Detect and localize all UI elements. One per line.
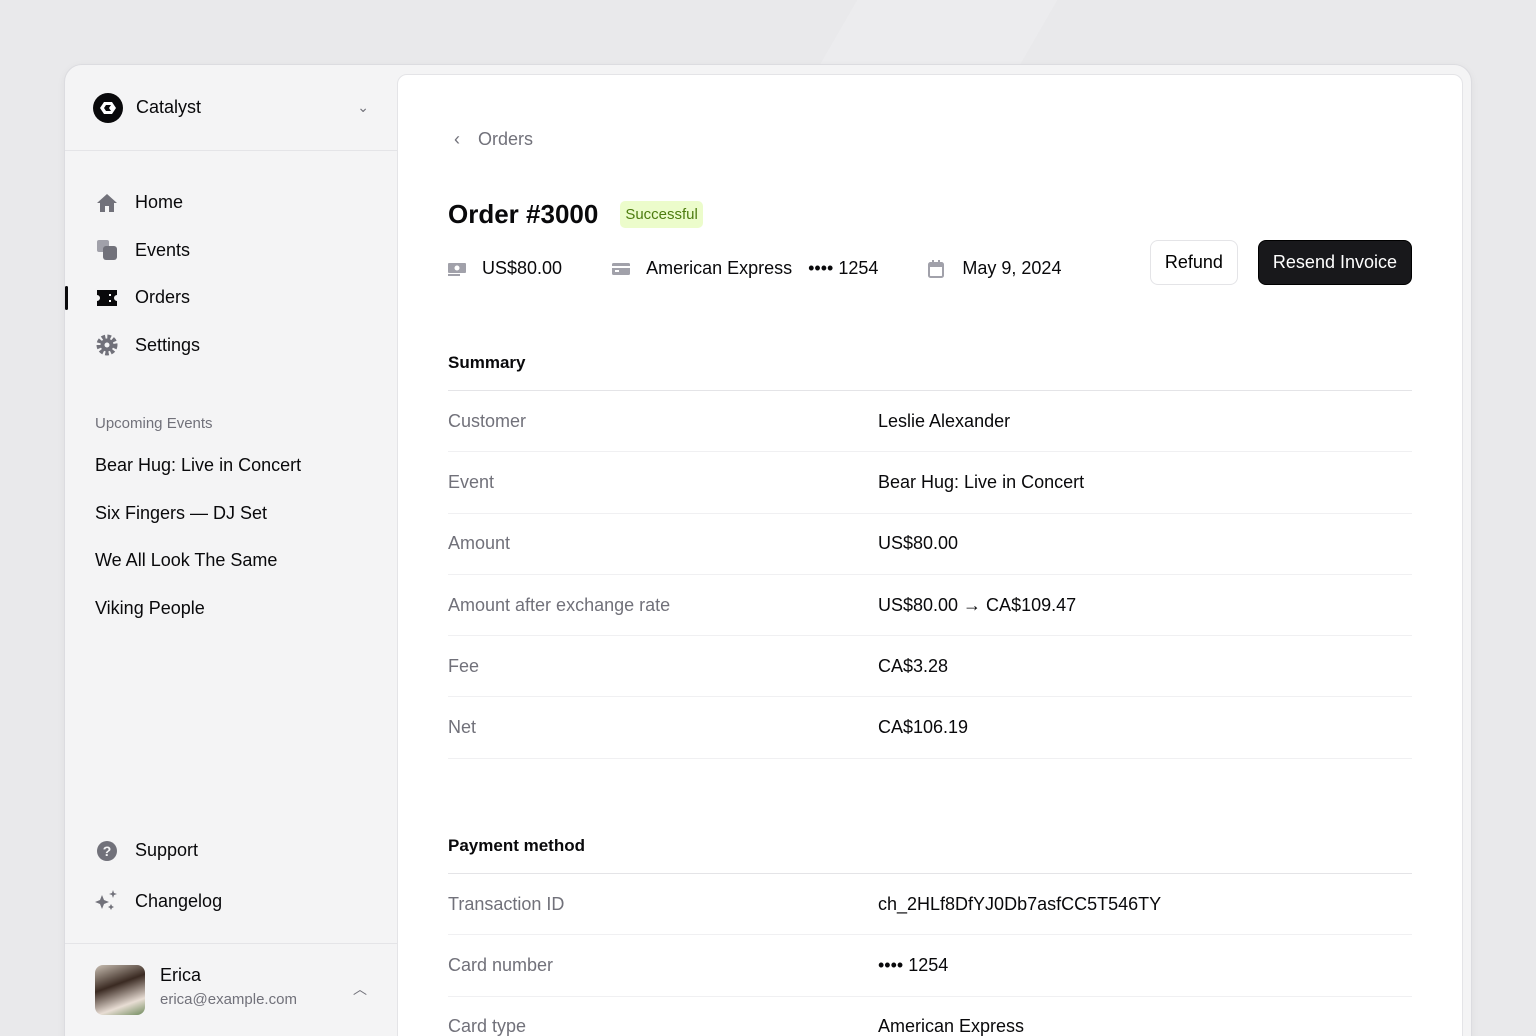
- app-window: Catalyst ⌄ Home Events Orders Settings U…: [64, 64, 1472, 1036]
- detail-value: American Express: [878, 1016, 1025, 1036]
- detail-value: US$80.00: [878, 533, 959, 554]
- catalyst-logo-icon: [93, 92, 123, 123]
- user-menu[interactable]: Erica erica@example.com ︿: [65, 943, 397, 1036]
- breadcrumb-link[interactable]: Orders: [478, 129, 534, 149]
- detail-row: Transaction ID ch_2HLf8DfYJ0Db7asfCC5T546…: [448, 874, 1412, 936]
- refund-button[interactable]: Refund: [1149, 240, 1238, 285]
- detail-label: Amount after exchange rate: [448, 594, 671, 615]
- detail-label: Card number: [448, 954, 554, 975]
- summary-heading: Summary: [448, 353, 1412, 391]
- detail-value: •••• 1254: [878, 954, 949, 975]
- detail-label: Transaction ID: [448, 893, 565, 914]
- detail-value: ch_2HLf8DfYJ0Db7asfCC5T546TY: [878, 893, 1162, 914]
- sidebar-item-label: Support: [135, 840, 199, 861]
- order-date: May 9, 2024: [962, 258, 1062, 278]
- sidebar: Catalyst ⌄ Home Events Orders Settings U…: [65, 65, 397, 1036]
- sparkles-icon: [95, 889, 119, 913]
- detail-value: Bear Hug: Live in Concert: [878, 471, 1085, 492]
- upcoming-event-link[interactable]: Viking People: [95, 597, 205, 618]
- detail-label: Amount: [448, 533, 511, 554]
- sidebar-item-label: Orders: [135, 287, 191, 308]
- team-name: Catalyst: [136, 97, 202, 117]
- ticket-icon: [95, 286, 119, 310]
- breadcrumb[interactable]: ‹ Orders: [454, 129, 533, 150]
- sidebar-item-label: Changelog: [135, 890, 223, 911]
- sidebar-item-changelog[interactable]: Changelog: [65, 878, 397, 926]
- card-brand: American Express: [646, 258, 793, 278]
- detail-row: Customer Leslie Alexander: [448, 391, 1412, 453]
- detail-label: Card type: [448, 1016, 527, 1036]
- detail-label: Customer: [448, 410, 527, 431]
- card-last4: •••• 1254: [808, 258, 879, 278]
- question-icon: ?: [95, 839, 119, 863]
- sidebar-item-label: Home: [135, 192, 184, 213]
- chevron-left-icon: ‹: [454, 129, 460, 149]
- detail-label: Event: [448, 471, 495, 492]
- detail-value: CA$106.19: [878, 717, 969, 738]
- detail-value: CA$3.28: [878, 655, 949, 676]
- upcoming-event-link[interactable]: Six Fingers — DJ Set: [95, 502, 268, 523]
- avatar: [95, 965, 145, 1015]
- order-amount: US$80.00: [482, 258, 563, 278]
- upcoming-events-heading: Upcoming Events: [95, 415, 213, 432]
- upcoming-event-link[interactable]: We All Look The Same: [95, 550, 278, 571]
- detail-value: US$80.00 → CA$109.47: [878, 594, 1077, 615]
- team-switcher[interactable]: Catalyst ⌄: [65, 65, 397, 151]
- credit-card-icon: [612, 260, 631, 278]
- resend-invoice-button[interactable]: Resend Invoice: [1257, 240, 1412, 285]
- payment-heading: Payment method: [448, 836, 1412, 874]
- gear-icon: [95, 333, 119, 357]
- user-email: erica@example.com: [160, 991, 297, 1008]
- detail-label: Net: [448, 717, 477, 738]
- upcoming-event-link[interactable]: Bear Hug: Live in Concert: [95, 455, 302, 476]
- summary-section: Summary Customer Leslie Alexander Event Bea…: [448, 353, 1412, 759]
- sidebar-item-settings[interactable]: Settings: [65, 322, 397, 370]
- detail-value: Leslie Alexander: [878, 410, 1011, 431]
- detail-row: Amount after exchange rate US$80.00 → CA$…: [448, 575, 1412, 637]
- sidebar-item-support[interactable]: ? Support: [65, 827, 397, 875]
- page-title: Order #3000: [448, 199, 599, 229]
- sidebar-item-home[interactable]: Home: [65, 179, 397, 227]
- payment-section: Payment method Transaction ID ch_2HLf8DfY…: [448, 836, 1412, 1036]
- detail-row: Net CA$106.19: [448, 697, 1412, 759]
- home-icon: [95, 191, 119, 215]
- detail-row: Amount US$80.00: [448, 514, 1412, 575]
- background-decoration: [816, 0, 1064, 70]
- sidebar-item-label: Settings: [135, 334, 201, 355]
- chevron-down-icon: ⌄: [357, 99, 369, 115]
- detail-row: Card type American Express: [448, 997, 1412, 1036]
- detail-row: Fee CA$3.28: [448, 636, 1412, 698]
- status-badge: Successful: [620, 201, 703, 228]
- sidebar-item-orders[interactable]: Orders: [65, 274, 397, 322]
- events-icon: [95, 238, 119, 262]
- main-panel: ‹ Orders Order #3000 Successful US$80.00 A…: [397, 74, 1463, 1036]
- sidebar-item-label: Events: [135, 239, 191, 260]
- banknote-icon: [448, 260, 466, 278]
- sidebar-item-events[interactable]: Events: [65, 227, 397, 275]
- chevron-up-icon: ︿: [353, 981, 367, 997]
- user-name: Erica: [160, 965, 202, 985]
- detail-label: Fee: [448, 655, 480, 676]
- detail-row: Event Bear Hug: Live in Concert: [448, 452, 1412, 514]
- detail-row: Card number •••• 1254: [448, 935, 1412, 997]
- svg-text:?: ?: [103, 843, 112, 859]
- calendar-icon: [928, 259, 946, 278]
